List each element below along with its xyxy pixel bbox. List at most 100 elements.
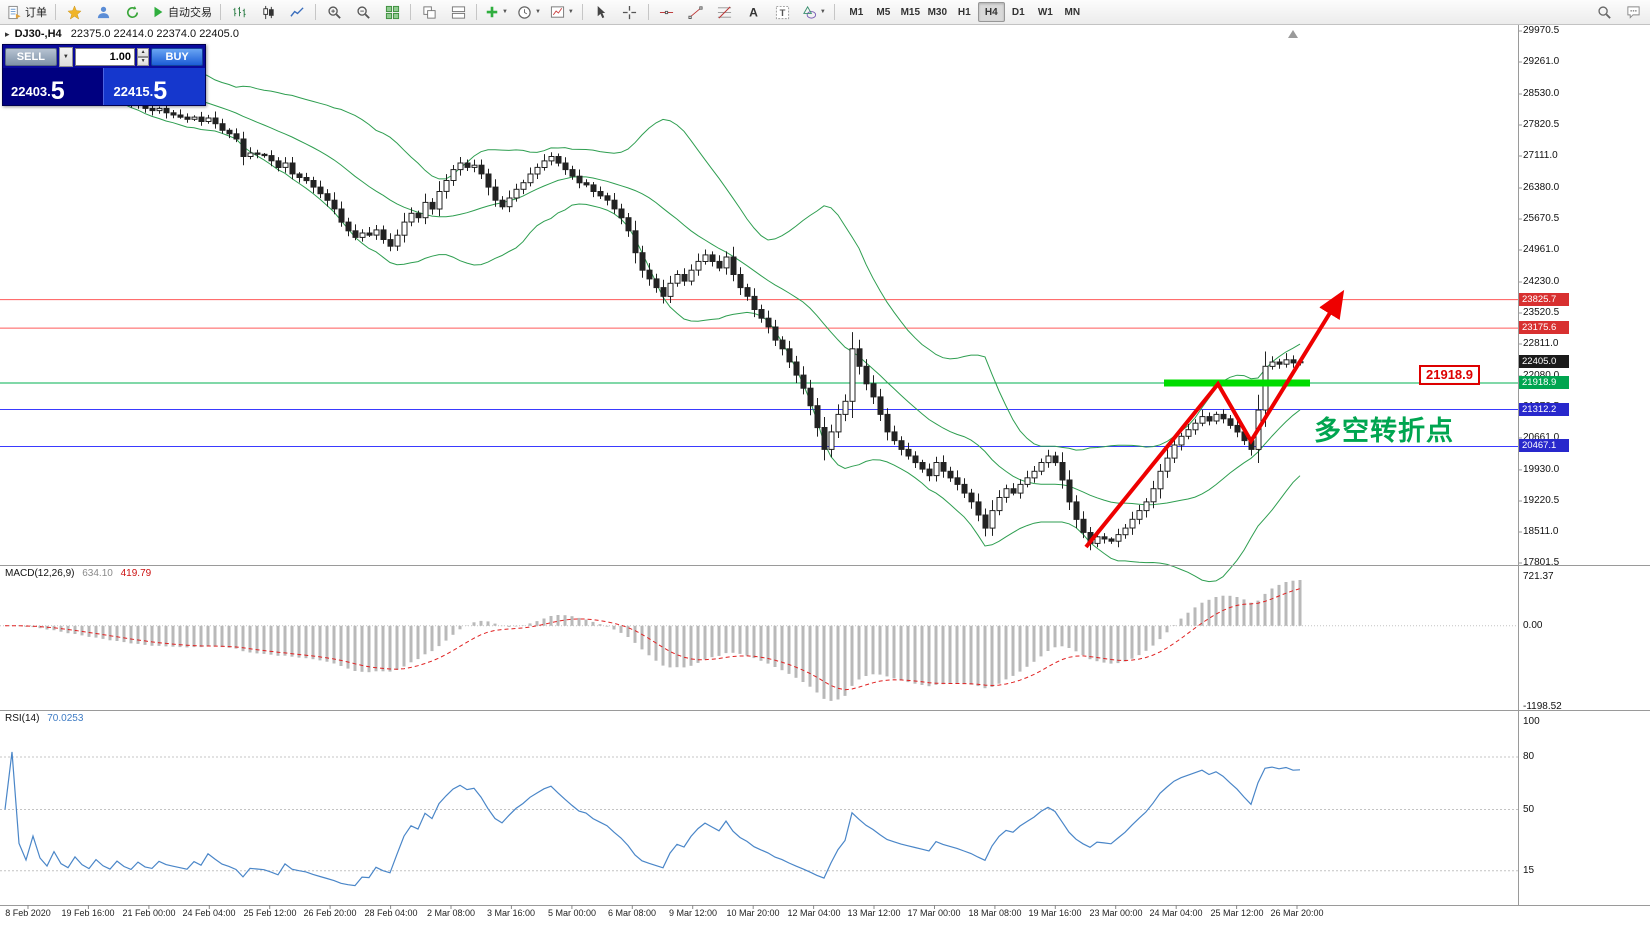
volume-stepper[interactable]: ▲ ▼ (137, 48, 150, 66)
zoom-out-button[interactable] (349, 1, 377, 23)
candle-body (821, 427, 828, 450)
tf-button-h4[interactable]: H4 (977, 2, 1005, 22)
candle-body (919, 462, 926, 470)
svg-text:A: A (749, 5, 758, 19)
fibonacci-tool-button[interactable] (711, 1, 739, 23)
autotrade-button[interactable]: 自动交易 (147, 1, 216, 23)
candle-body (254, 152, 261, 155)
candle-body (751, 295, 758, 310)
quote-prices: 22403. 5 22415. 5 (3, 68, 205, 105)
candle-body (324, 193, 331, 201)
candlestick-chart-button[interactable] (254, 1, 282, 23)
tf-button-w1[interactable]: W1 (1037, 6, 1053, 18)
rsi-axis-label: 50 (1523, 804, 1535, 815)
volume-input[interactable] (75, 48, 135, 66)
candle-body (954, 477, 961, 485)
candle-body (1129, 518, 1136, 529)
candle-body (912, 455, 919, 464)
price-axis-label: 26380.0 (1523, 182, 1560, 193)
clock-icon (518, 5, 531, 19)
zoom-in-button[interactable] (320, 1, 348, 23)
line-chart-button[interactable] (283, 1, 311, 23)
time-axis-label: 25 Mar 12:00 (1210, 908, 1264, 918)
zoom-in-icon (327, 5, 341, 19)
candle-body (1290, 359, 1297, 364)
chat-button[interactable] (1619, 1, 1647, 23)
cursor-icon (598, 5, 606, 18)
community-button[interactable] (89, 1, 117, 23)
buy-price-area[interactable]: 22415. 5 (102, 68, 205, 105)
candle-body (1157, 470, 1164, 490)
tf-button-h1[interactable]: H1 (957, 6, 971, 18)
candle-body (394, 234, 401, 247)
search-button[interactable] (1590, 1, 1618, 23)
expand-arrow-icon[interactable]: ▸ (5, 29, 10, 39)
crosshair-icon (623, 5, 637, 19)
tile-horizontal-icon (451, 5, 465, 19)
tf-button-mn[interactable]: MN (1064, 6, 1081, 18)
trendline-tool-button[interactable] (682, 1, 710, 23)
trade-controls-row: SELL ▼ ▲▼ BUY (3, 45, 205, 68)
candle-body (758, 309, 765, 319)
refresh-button[interactable] (118, 1, 146, 23)
cascade-windows-button[interactable] (415, 1, 443, 23)
candle-body (1171, 444, 1178, 459)
time-axis-label: 18 Mar 08:00 (968, 908, 1022, 918)
tile-horizontal-button[interactable] (444, 1, 472, 23)
candle-body (562, 162, 569, 171)
tf-button-m30[interactable]: M30 (927, 6, 948, 18)
crosshair-tool-button[interactable] (616, 1, 644, 23)
tile-windows-button[interactable] (378, 1, 406, 23)
volume-up-icon[interactable]: ▲ (137, 48, 150, 57)
candle-body (268, 155, 275, 162)
candle-body (814, 405, 821, 429)
refresh-icon (126, 5, 138, 18)
periods-button[interactable]: ▼ (513, 1, 545, 23)
bar-chart-button[interactable] (225, 1, 253, 23)
highlight-zone-bar[interactable] (1164, 379, 1310, 387)
new-order-button[interactable]: 订单 (3, 1, 51, 23)
candle-body (877, 396, 884, 415)
hline-tool-button[interactable] (653, 1, 681, 23)
tf-button-m15[interactable]: M15 (900, 6, 921, 18)
cursor-tool-button[interactable] (587, 1, 615, 23)
candle-body (744, 287, 751, 297)
candle-body (1031, 470, 1038, 479)
main-toolbar: 订单 自动交易 (0, 0, 1650, 25)
sell-price-area[interactable]: 22403. 5 (3, 68, 103, 105)
buy-button[interactable]: BUY (151, 48, 203, 66)
cascade-icon (422, 5, 436, 19)
buy-price-pips: 5 (153, 77, 168, 105)
time-axis-label: 13 Mar 12:00 (847, 908, 901, 918)
candle-body (1038, 462, 1045, 472)
rsi-axis-label: 100 (1523, 716, 1540, 727)
symbol-period-label: DJ30-,H4 (14, 28, 62, 40)
text-label-tool-button[interactable]: T (769, 1, 797, 23)
candles (2, 47, 1304, 551)
templates-button[interactable]: ▼ (546, 1, 578, 23)
shapes-tool-button[interactable]: ▼ (798, 1, 830, 23)
sell-button[interactable]: SELL (5, 48, 57, 66)
tf-button-m5[interactable]: M5 (876, 6, 891, 18)
candle-body (828, 431, 835, 450)
chart-shift-marker[interactable] (1288, 30, 1298, 38)
text-label-icon: T (776, 5, 790, 19)
candle-body (191, 116, 198, 120)
candle-body (681, 274, 688, 282)
tf-button-d1[interactable]: D1 (1011, 6, 1025, 18)
candle-body (282, 162, 289, 168)
indicators-button[interactable]: ▼ (481, 1, 512, 23)
price-callout-label[interactable]: 21918.9 (1419, 365, 1480, 385)
candle-body (555, 156, 562, 164)
volume-dropdown-button[interactable]: ▼ (58, 47, 73, 67)
text-tool-button[interactable]: A (740, 1, 768, 23)
favorites-button[interactable] (60, 1, 88, 23)
price-axis-label: 23520.5 (1523, 307, 1560, 318)
annotation-text-cn[interactable]: 多空转折点 (1314, 416, 1454, 446)
bollinger-middle-band (4, 52, 1301, 506)
trend-zigzag-arrow[interactable] (1084, 289, 1345, 549)
tf-button-m1[interactable]: M1 (849, 6, 864, 18)
time-axis-label: 25 Feb 12:00 (243, 908, 297, 918)
volume-down-icon[interactable]: ▼ (137, 57, 150, 66)
